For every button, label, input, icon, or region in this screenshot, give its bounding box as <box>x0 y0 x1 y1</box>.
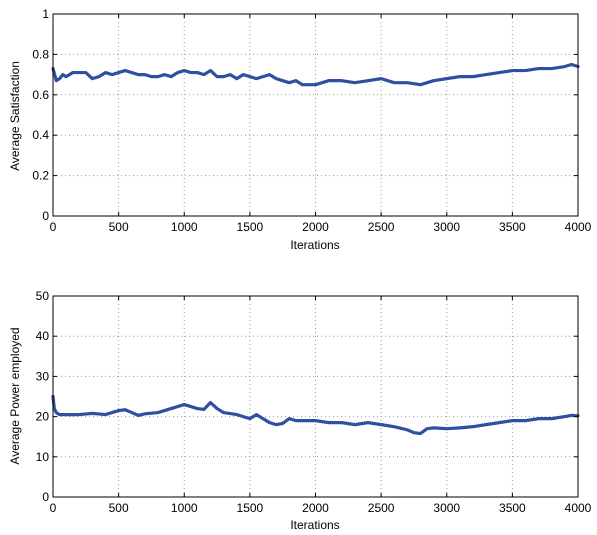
satisfaction-ylabel: Average Satisfaction <box>8 61 22 171</box>
satisfaction-y-tick-label: 0.6 <box>32 88 49 102</box>
satisfaction-xlabel: Iterations <box>290 238 339 252</box>
power-x-tick-label: 4000 <box>565 501 592 515</box>
power-x-tick-label: 2000 <box>302 501 329 515</box>
satisfaction-x-tick-label: 2500 <box>368 220 395 234</box>
power-chart: Average Power employed Iterations 0 500 10… <box>8 289 592 532</box>
satisfaction-x-tick-label: 1500 <box>237 220 264 234</box>
satisfaction-y-tick-label: 1 <box>42 7 49 21</box>
power-x-tick-label: 3500 <box>499 501 526 515</box>
satisfaction-y-tick-label: 0.8 <box>32 47 49 61</box>
satisfaction-y-tick-label: 0.2 <box>32 169 49 183</box>
satisfaction-x-tick-label: 3000 <box>433 220 460 234</box>
power-x-tick-label: 2500 <box>368 501 395 515</box>
power-y-tick-label: 40 <box>36 329 50 343</box>
power-x-tick-label: 0 <box>50 501 57 515</box>
power-y-tick-label: 50 <box>36 289 50 303</box>
power-y-tick-label: 30 <box>36 369 50 383</box>
satisfaction-chart: Average Satisfaction Iterations 0 500 1000… <box>8 7 592 252</box>
power-y-tick-label: 20 <box>36 410 50 424</box>
power-x-tick-label: 3000 <box>433 501 460 515</box>
satisfaction-series-line <box>51 62 580 87</box>
power-series-line <box>51 394 580 436</box>
satisfaction-x-tick-label: 3500 <box>499 220 526 234</box>
satisfaction-y-tick-label: 0.4 <box>32 128 49 142</box>
power-x-tick-label: 1500 <box>237 501 264 515</box>
power-y-tick-label: 0 <box>42 490 49 504</box>
satisfaction-x-tick-label: 4000 <box>565 220 592 234</box>
satisfaction-y-tick-label: 0 <box>42 209 49 223</box>
satisfaction-x-tick-label: 2000 <box>302 220 329 234</box>
power-y-tick-label: 10 <box>36 450 50 464</box>
power-ylabel: Average Power employed <box>8 327 22 464</box>
satisfaction-x-tick-label: 0 <box>50 220 57 234</box>
power-xlabel: Iterations <box>290 518 339 532</box>
power-x-tick-label: 500 <box>109 501 129 515</box>
satisfaction-x-tick-label: 500 <box>109 220 129 234</box>
power-x-tick-label: 1000 <box>171 501 198 515</box>
satisfaction-x-tick-label: 1000 <box>171 220 198 234</box>
